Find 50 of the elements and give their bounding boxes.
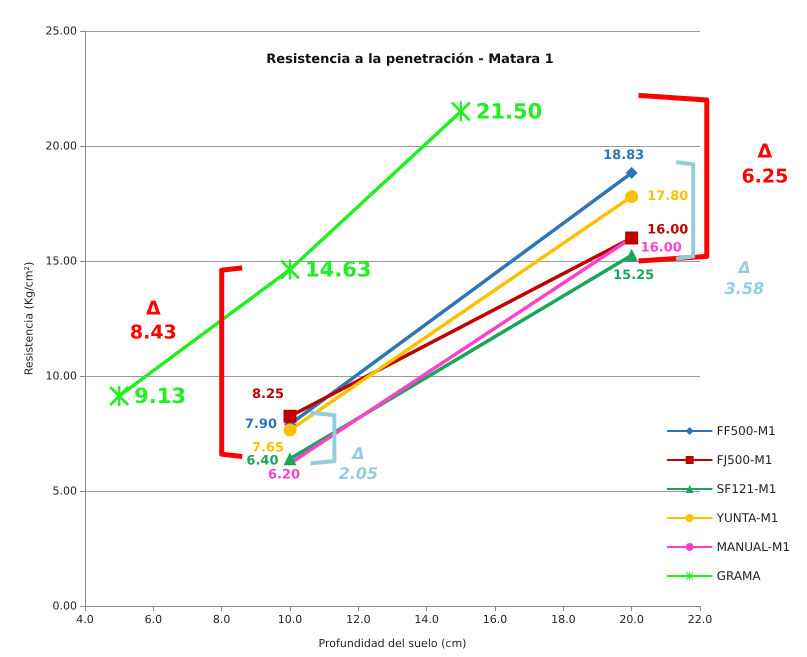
legend-label: SF121-M1 bbox=[716, 482, 776, 496]
point bbox=[450, 102, 471, 122]
x-axis-title: Profundidad del suelo (cm) bbox=[318, 637, 466, 650]
y-axis-title: Resistencia (Kg/cm²) bbox=[22, 262, 36, 376]
legend-label: YUNTA-M1 bbox=[716, 511, 778, 525]
x-tick-label: 6.0 bbox=[144, 613, 162, 626]
data-label: 9.13 bbox=[134, 384, 186, 408]
x-tick-label: 4.0 bbox=[76, 613, 94, 626]
point bbox=[625, 190, 638, 204]
point bbox=[280, 260, 300, 280]
y-tick-label: 25.00 bbox=[46, 24, 77, 38]
data-label: 18.83 bbox=[603, 148, 644, 163]
legend-label: GRAMA bbox=[716, 569, 762, 583]
data-label: 16.00 bbox=[647, 222, 688, 238]
point bbox=[626, 166, 638, 179]
data-label: 8.25 bbox=[252, 386, 284, 402]
annotation: Δ 8.43 bbox=[130, 296, 177, 346]
x-tick-label: 8.0 bbox=[212, 613, 230, 626]
data-label: 15.25 bbox=[613, 268, 654, 283]
legend-label: FJ500-M1 bbox=[716, 453, 772, 467]
point bbox=[109, 386, 130, 406]
text: Resistencia a la penetración - Matara 1 bbox=[266, 52, 554, 67]
text: Δ 3.58 bbox=[724, 258, 764, 300]
data-label: 6.20 bbox=[268, 467, 300, 482]
data-label: 16.00 bbox=[640, 240, 682, 256]
x-tick-label: 16.0 bbox=[482, 613, 508, 626]
text: Δ 6.25 bbox=[741, 140, 788, 190]
x-tick-label: 22.0 bbox=[688, 613, 712, 626]
annotation: Δ 2.05 bbox=[338, 444, 378, 486]
y-tick-label: 10.00 bbox=[46, 370, 77, 382]
point bbox=[284, 410, 296, 423]
x-tick-label: 18.0 bbox=[551, 613, 576, 626]
x-tick-label: 12.0 bbox=[346, 613, 371, 626]
x-tick-label: 14.0 bbox=[414, 613, 439, 626]
legend-label: MANUAL-M1 bbox=[716, 540, 790, 554]
x-tick-label: 10.0 bbox=[278, 613, 302, 626]
data-label: 17.80 bbox=[647, 189, 688, 204]
point bbox=[284, 424, 296, 437]
legend-label: FF500-M1 bbox=[716, 424, 776, 438]
data-label: 7.65 bbox=[252, 440, 284, 456]
y-tick-label: 0.00 bbox=[52, 600, 77, 612]
y-tick-label: 20.00 bbox=[46, 140, 77, 152]
data-label: 6.40 bbox=[246, 453, 278, 468]
point bbox=[625, 232, 638, 244]
data-label: 14.63 bbox=[305, 258, 372, 282]
y-tick-label: 15.00 bbox=[46, 254, 77, 268]
data-label: 21.50 bbox=[476, 100, 542, 124]
data-label: 7.90 bbox=[244, 416, 277, 432]
x-tick-label: 20.0 bbox=[619, 613, 644, 626]
y-tick-label: 5.00 bbox=[52, 484, 77, 498]
